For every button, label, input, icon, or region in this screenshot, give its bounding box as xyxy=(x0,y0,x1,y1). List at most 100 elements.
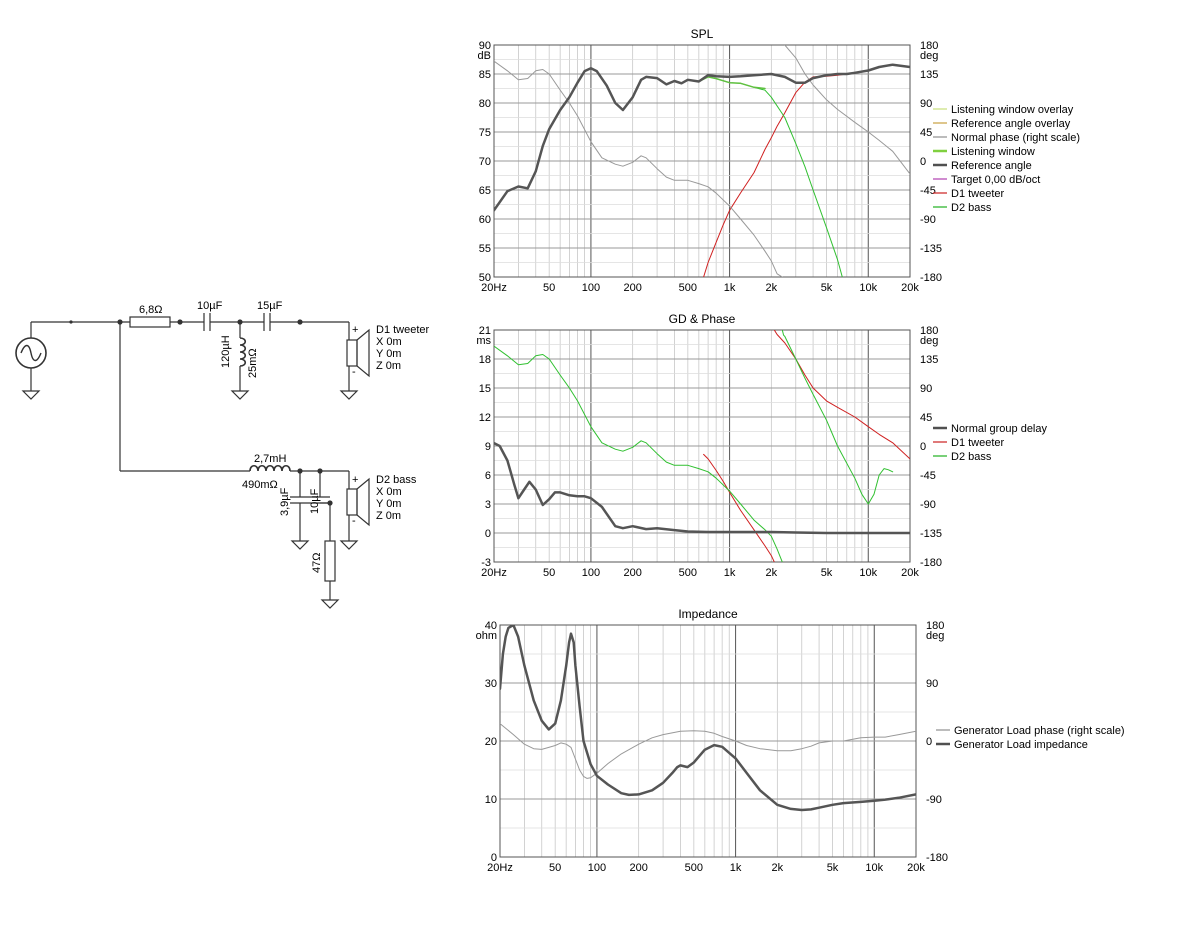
series-normal-phase-right-scale xyxy=(494,45,910,277)
speaker-d1[interactable] xyxy=(346,328,370,378)
generator-source[interactable] xyxy=(15,322,47,391)
x-tick-label: 50 xyxy=(549,862,561,874)
legend-entry[interactable]: Target 0,00 dB/oct xyxy=(951,174,1040,186)
legend-entry[interactable]: Reference angle xyxy=(951,160,1032,172)
d2-z: Z 0m xyxy=(376,510,401,522)
y-right-axis-unit: deg xyxy=(926,630,944,642)
x-tick-label: 2k xyxy=(772,862,784,874)
crossover-schematic xyxy=(15,313,370,609)
resistor-r1[interactable] xyxy=(129,316,171,328)
y-tick-label: 9 xyxy=(485,441,491,453)
legend-entry[interactable]: Listening window xyxy=(951,146,1035,158)
legend-entry[interactable]: Listening window overlay xyxy=(951,104,1074,116)
x-tick-label: 10k xyxy=(859,567,877,579)
x-tick-label: 100 xyxy=(582,567,600,579)
legend-entry[interactable]: Generator Load phase (right scale) xyxy=(954,725,1125,737)
y-tick-label: 0 xyxy=(485,528,491,540)
y-tick-label: 85 xyxy=(479,69,491,81)
d2-y: Y 0m xyxy=(376,498,401,510)
y-axis-unit: dB xyxy=(478,50,491,62)
legend-entry[interactable]: Normal phase (right scale) xyxy=(951,132,1080,144)
l1-label: 120µH xyxy=(220,335,232,368)
capacitor-c2[interactable] xyxy=(263,313,271,331)
y-tick-label: 12 xyxy=(479,412,491,424)
d2-name: D2 bass xyxy=(376,474,417,486)
legend-entry[interactable]: Normal group delay xyxy=(951,423,1047,435)
x-tick-label: 20k xyxy=(907,862,925,874)
x-tick-label: 500 xyxy=(679,282,697,294)
x-tick-label: 20k xyxy=(901,282,919,294)
y-right-axis-unit: deg xyxy=(920,335,938,347)
y-right-tick-label: 45 xyxy=(920,412,932,424)
inductor-l1[interactable] xyxy=(239,337,247,367)
speaker-d2[interactable] xyxy=(346,477,370,527)
legend-entry[interactable]: D2 bass xyxy=(951,451,992,463)
plot-border xyxy=(499,624,917,858)
resistor-r2[interactable] xyxy=(324,540,336,582)
y-right-tick-label: -45 xyxy=(920,470,936,482)
legend-entry[interactable]: Reference angle overlay xyxy=(951,118,1071,130)
series-group xyxy=(494,330,910,562)
series-reference-angle xyxy=(494,63,910,212)
y-right-tick-label: 135 xyxy=(920,354,938,366)
y-tick-label: 20 xyxy=(485,736,497,748)
y-tick-label: 6 xyxy=(485,470,491,482)
legend-entry[interactable]: D1 tweeter xyxy=(951,188,1005,200)
chart-title: Impedance xyxy=(678,607,738,621)
x-tick-label: 100 xyxy=(582,282,600,294)
x-tick-label: 2k xyxy=(766,567,778,579)
legend-entry[interactable]: D1 tweeter xyxy=(951,437,1005,449)
y-axis-unit: ohm xyxy=(476,630,497,642)
y-right-tick-label: -90 xyxy=(920,214,936,226)
y-tick-label: 0 xyxy=(491,852,497,864)
y-right-tick-label: 180 xyxy=(920,325,938,337)
chart-title: SPL xyxy=(691,27,714,41)
x-tick-label: 20Hz xyxy=(481,282,507,294)
d2-plus: + xyxy=(352,474,358,486)
y-right-tick-label: 90 xyxy=(920,98,932,110)
l2-resistance-label: 490mΩ xyxy=(242,479,278,491)
y-right-tick-label: 45 xyxy=(920,127,932,139)
y-right-tick-label: -135 xyxy=(920,528,942,540)
series-d2-bass xyxy=(494,330,894,562)
x-tick-label: 200 xyxy=(629,862,647,874)
d1-z: Z 0m xyxy=(376,360,401,372)
inductor-l2[interactable] xyxy=(249,464,291,472)
x-tick-label: 10k xyxy=(859,282,877,294)
plot-border xyxy=(493,44,911,278)
series-d1-tweeter xyxy=(703,330,910,562)
capacitor-c3[interactable] xyxy=(290,496,310,504)
y-right-tick-label: 0 xyxy=(920,156,926,168)
r1-label: 6,8Ω xyxy=(139,304,163,316)
y-tick-label: 70 xyxy=(479,156,491,168)
legend-entry[interactable]: Generator Load impedance xyxy=(954,739,1088,751)
y-right-tick-label: 0 xyxy=(926,736,932,748)
y-tick-label: 60 xyxy=(479,214,491,226)
capacitor-c1[interactable] xyxy=(203,313,211,331)
y-tick-label: 65 xyxy=(479,185,491,197)
x-tick-label: 50 xyxy=(543,567,555,579)
series-group xyxy=(500,625,916,812)
x-tick-label: 20Hz xyxy=(487,862,513,874)
x-tick-label: 10k xyxy=(865,862,883,874)
legend-entry[interactable]: D2 bass xyxy=(951,202,992,214)
y-right-tick-label: 135 xyxy=(920,69,938,81)
x-tick-label: 500 xyxy=(685,862,703,874)
x-tick-label: 2k xyxy=(766,282,778,294)
x-tick-label: 200 xyxy=(623,282,641,294)
d1-minus: - xyxy=(352,366,356,378)
c2-label: 15µF xyxy=(257,300,283,312)
y-tick-label: 75 xyxy=(479,127,491,139)
l1-resistance-label: 25mΩ xyxy=(247,348,259,378)
y-right-tick-label: -180 xyxy=(920,557,942,569)
y-right-tick-label: -90 xyxy=(920,499,936,511)
x-tick-label: 5k xyxy=(827,862,839,874)
d1-plus: + xyxy=(352,324,358,336)
l2-label: 2,7mH xyxy=(254,453,286,465)
y-tick-label: 30 xyxy=(485,678,497,690)
y-tick-label: 80 xyxy=(479,98,491,110)
spl-chart[interactable]: SPL505560657075808590dB-180-135-90-45045… xyxy=(478,27,1080,294)
y-tick-label: -3 xyxy=(481,557,491,569)
